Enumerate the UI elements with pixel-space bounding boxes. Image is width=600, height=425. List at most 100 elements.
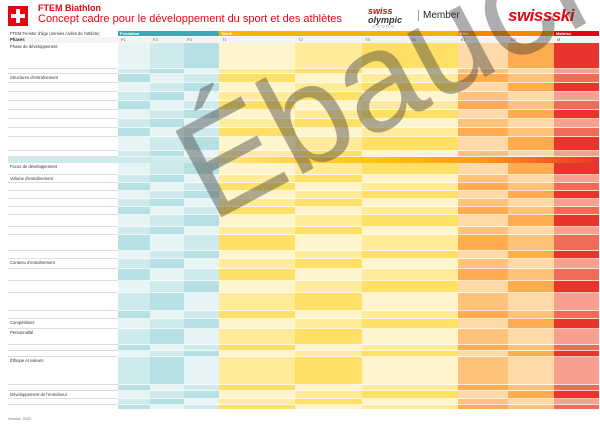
table-cell — [150, 235, 185, 251]
section-label: Compétitions — [10, 320, 35, 325]
table-cell — [118, 137, 151, 151]
table-cell — [508, 259, 555, 269]
row-label-cell — [8, 74, 118, 83]
phase-code-T4: T4 — [411, 37, 416, 42]
table-cell — [219, 43, 296, 69]
row-label-cell — [8, 128, 118, 137]
table-cell — [362, 329, 409, 345]
table-cell — [219, 319, 296, 329]
table-cell — [408, 259, 459, 269]
table-cell — [150, 391, 185, 399]
table-cell — [554, 227, 599, 235]
row-label-cell — [8, 137, 118, 151]
table-cell — [458, 391, 509, 399]
table-cell — [219, 391, 296, 399]
table-row — [8, 345, 599, 351]
table-cell — [118, 119, 151, 128]
table-cell — [554, 259, 599, 269]
row-label-cell — [8, 69, 118, 74]
phase-code-F1: F1 — [121, 37, 126, 42]
table-cell — [458, 128, 509, 137]
table-cell — [554, 391, 599, 399]
phase-code-F3: F3 — [187, 37, 192, 42]
table-cell — [554, 251, 599, 259]
section-label: Personnalité — [10, 330, 34, 335]
table-cell — [118, 92, 151, 101]
table-cell — [554, 191, 599, 199]
table-cell — [508, 235, 555, 251]
table-cell — [362, 281, 409, 293]
table-cell — [508, 329, 555, 345]
section-label: Volume d'entraînement — [10, 176, 53, 181]
row-label-cell — [8, 345, 118, 351]
table-cell — [295, 293, 363, 311]
table-cell — [508, 128, 555, 137]
row-label-cell — [8, 183, 118, 191]
table-cell — [408, 269, 459, 281]
table-cell — [508, 207, 555, 215]
table-cell — [295, 357, 363, 385]
table-row — [8, 293, 599, 311]
table-cell — [219, 357, 296, 385]
table-cell — [118, 191, 151, 199]
table-row — [8, 311, 599, 319]
row-label-cell — [8, 101, 118, 110]
table-cell — [362, 269, 409, 281]
table-cell — [554, 235, 599, 251]
table-cell — [184, 251, 220, 259]
table-cell — [118, 74, 151, 83]
table-cell — [554, 311, 599, 319]
table-cell — [408, 227, 459, 235]
table-cell — [458, 357, 509, 385]
table-cell — [184, 293, 220, 311]
table-cell — [118, 357, 151, 385]
table-cell — [458, 175, 509, 183]
phase-code-T3: T3 — [365, 37, 370, 42]
table-cell — [508, 251, 555, 259]
table-cell — [362, 293, 409, 311]
table-cell — [554, 92, 599, 101]
table-row — [8, 137, 599, 151]
table-cell — [508, 357, 555, 385]
table-cell — [408, 293, 459, 311]
table-cell — [184, 43, 220, 69]
row-label-cell — [8, 227, 118, 235]
table-cell — [508, 163, 555, 175]
table-cell — [554, 43, 599, 69]
table-cell — [554, 183, 599, 191]
table-row — [8, 399, 599, 405]
row-label-cell — [8, 293, 118, 311]
table-cell — [408, 191, 459, 199]
table-cell — [408, 281, 459, 293]
table-row — [8, 83, 599, 92]
table-cell — [408, 183, 459, 191]
table-cell — [219, 311, 296, 319]
table-cell — [118, 101, 151, 110]
table-cell — [554, 110, 599, 119]
table-cell — [554, 345, 599, 351]
table-cell — [295, 281, 363, 293]
table-cell — [362, 311, 409, 319]
table-cell — [295, 269, 363, 281]
phase-code-T2: T2 — [298, 37, 303, 42]
version-label: Version 2022 — [8, 416, 32, 421]
table-cell — [554, 215, 599, 227]
row-label-cell — [8, 43, 118, 69]
table-cell — [184, 391, 220, 399]
table-cell — [295, 405, 363, 409]
table-cell — [408, 175, 459, 183]
table-cell — [458, 281, 509, 293]
table-cell — [150, 74, 185, 83]
table-cell — [118, 235, 151, 251]
table-cell — [458, 311, 509, 319]
table-cell — [118, 251, 151, 259]
phase-code-E1: E1 — [461, 37, 466, 42]
table-cell — [554, 281, 599, 293]
table-cell — [554, 119, 599, 128]
table-cell — [458, 227, 509, 235]
table-cell — [554, 319, 599, 329]
row-label-cell — [8, 399, 118, 405]
table-cell — [458, 293, 509, 311]
table-cell — [295, 391, 363, 399]
table-cell — [554, 399, 599, 405]
